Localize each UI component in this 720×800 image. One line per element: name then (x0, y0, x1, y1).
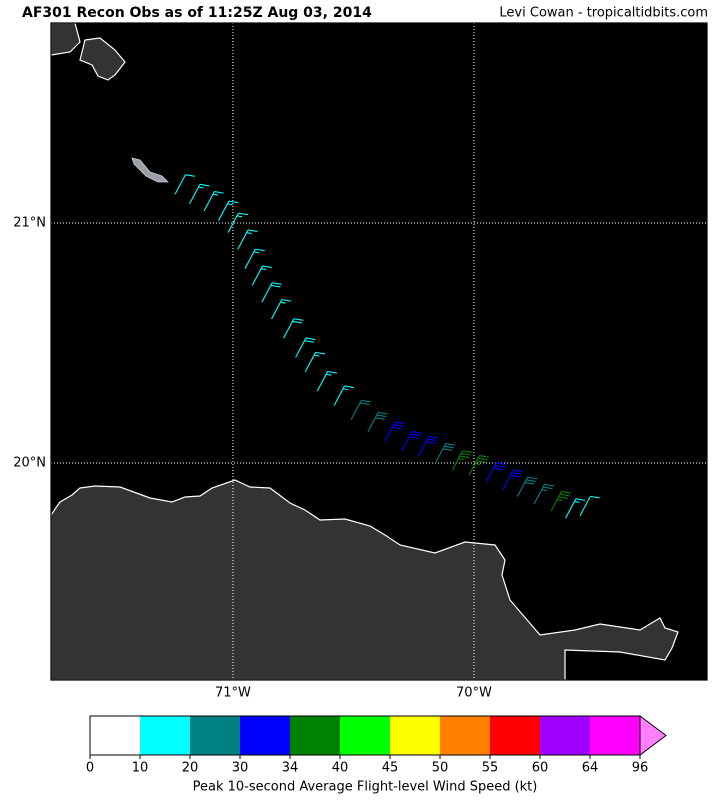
wind-barb (384, 421, 405, 442)
lon-label: 71°W (215, 686, 251, 701)
wind-barbs (174, 174, 600, 519)
colorbar-bin (590, 716, 640, 755)
colorbar-bin (540, 716, 590, 755)
wind-barb (401, 431, 422, 452)
lat-label: 21°N (13, 215, 46, 230)
aircraft-icon (131, 157, 169, 183)
wind-barb (485, 462, 506, 483)
wind-barb (271, 299, 292, 320)
colorbar-tick-label: 55 (482, 761, 499, 776)
wind-barb (174, 174, 195, 195)
colorbar-tick-label: 60 (532, 761, 549, 776)
title: AF301 Recon Obs as of 11:25Z Aug 03, 201… (22, 5, 372, 21)
colorbar-bin (440, 716, 490, 755)
credit: Levi Cowan - tropicaltidbits.com (499, 6, 708, 21)
colorbar-tick-label: 34 (282, 761, 299, 776)
wind-barb (295, 337, 316, 358)
wind-barb (218, 200, 239, 221)
colorbar-tick-label: 30 (232, 761, 249, 776)
aircraft (131, 157, 169, 183)
wind-barb (350, 399, 371, 421)
wind-barb (189, 183, 210, 205)
colorbar-tick-label: 50 (432, 761, 449, 776)
hispaniola-coast (50, 479, 679, 681)
colorbar-tick-label: 96 (632, 761, 649, 776)
wind-barb (316, 371, 338, 392)
colorbar-tick-label: 40 (332, 761, 349, 776)
colorbar-bin (490, 716, 540, 755)
colorbar-bin (240, 716, 290, 755)
wind-barb (451, 450, 473, 471)
colorbar-frame (89, 715, 641, 756)
wind-barb (237, 229, 258, 250)
wind-barb (565, 498, 586, 519)
wind-barb (579, 495, 600, 517)
graticule (51, 23, 707, 680)
colorbar-bin (290, 716, 340, 755)
colorbar-tick-label: 64 (582, 761, 599, 776)
wind-barb (261, 282, 282, 303)
wind-barb (533, 483, 554, 505)
colorbar-bin (390, 716, 440, 755)
wind-barb (283, 318, 304, 339)
colorbar-tick-label: 10 (132, 761, 149, 776)
colorbar-bin (140, 716, 190, 755)
wind-barb (203, 190, 224, 212)
wind-barb (502, 469, 523, 490)
map-frame (50, 22, 708, 681)
colorbar-extend (639, 715, 667, 756)
colorbar-bin (190, 716, 240, 755)
colorbar-tick-label: 0 (86, 761, 94, 776)
land (50, 22, 679, 681)
wind-barb (434, 443, 456, 464)
wind-barb (468, 455, 489, 476)
wind-barb (550, 491, 571, 512)
colorbar-label: Peak 10-second Average Flight-level Wind… (193, 780, 538, 795)
lat-label: 20°N (13, 456, 46, 471)
wind-barb (251, 265, 273, 286)
wind-barb (367, 411, 388, 433)
island (79, 37, 126, 81)
colorbar-bin (90, 716, 140, 755)
colorbar: 0 10 20 30 34 40 45 50 55 60 64 96 (86, 715, 667, 776)
colorbar-tick-label: 45 (382, 761, 399, 776)
wind-barb (244, 248, 265, 269)
colorbar-bin (340, 716, 390, 755)
wind-barb (227, 212, 248, 233)
lon-label: 70°W (456, 686, 492, 701)
wind-barb (333, 385, 354, 406)
wind-barb (418, 435, 439, 457)
colorbar-tick-label: 20 (182, 761, 199, 776)
wind-barb (304, 351, 326, 373)
wind-barb (516, 476, 538, 497)
